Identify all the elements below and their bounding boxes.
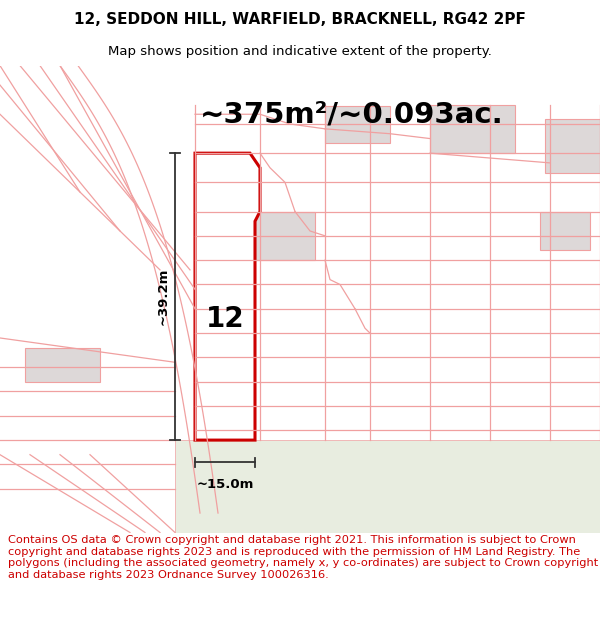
Bar (540, 211, 590, 251)
Text: ~15.0m: ~15.0m (196, 478, 254, 491)
Text: 12: 12 (206, 304, 244, 332)
Bar (25, 348, 100, 382)
Text: Map shows position and indicative extent of the property.: Map shows position and indicative extent… (108, 45, 492, 58)
Text: Contains OS data © Crown copyright and database right 2021. This information is : Contains OS data © Crown copyright and d… (8, 535, 598, 580)
Bar (255, 211, 315, 260)
Text: ~375m²/~0.093ac.: ~375m²/~0.093ac. (200, 100, 504, 128)
Bar (175, 440, 600, 532)
Text: ~39.2m: ~39.2m (157, 268, 170, 326)
Bar (430, 104, 515, 153)
Text: 12, SEDDON HILL, WARFIELD, BRACKNELL, RG42 2PF: 12, SEDDON HILL, WARFIELD, BRACKNELL, RG… (74, 12, 526, 27)
Bar (325, 106, 390, 143)
Polygon shape (195, 153, 260, 440)
Bar (545, 119, 600, 172)
